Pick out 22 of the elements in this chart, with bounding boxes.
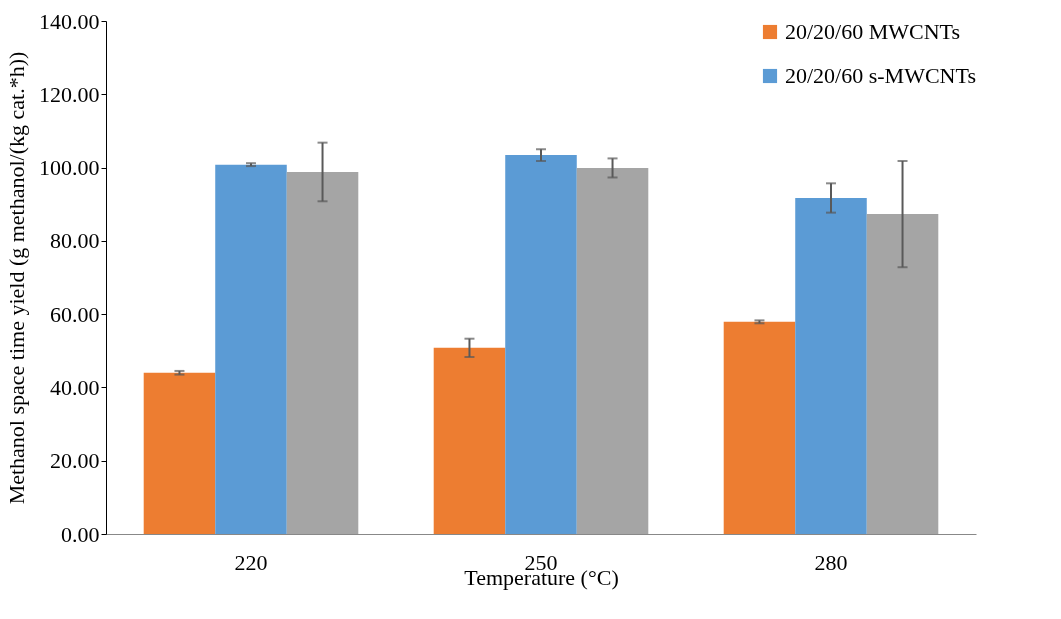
bar [723, 321, 796, 534]
bar [505, 155, 577, 534]
y-tick-label: 40.00 [50, 374, 100, 400]
bar [215, 164, 287, 534]
y-tick-label: 140.00 [39, 8, 100, 34]
x-tick-label: 280 [814, 549, 848, 575]
legend-label: 20/20/60 MWCNTs [785, 19, 961, 44]
bar [795, 197, 867, 534]
y-tick-label: 0.00 [61, 521, 100, 547]
y-axis-title: Methanol space time yield (g methanol/(kg cat.*h)) [4, 51, 29, 505]
y-tick-label: 100.00 [39, 155, 100, 181]
legend-label: 20/20/60 s-MWCNTs [785, 63, 976, 88]
bar [143, 372, 216, 534]
y-tick-label: 60.00 [50, 301, 100, 327]
bar [433, 347, 506, 534]
y-tick-label: 120.00 [39, 81, 100, 107]
bar [576, 167, 649, 534]
y-tick-label: 20.00 [50, 448, 100, 474]
y-tick-label: 80.00 [50, 228, 100, 254]
bar [286, 171, 359, 534]
bar [866, 214, 939, 534]
x-tick-label: 220 [234, 549, 268, 575]
